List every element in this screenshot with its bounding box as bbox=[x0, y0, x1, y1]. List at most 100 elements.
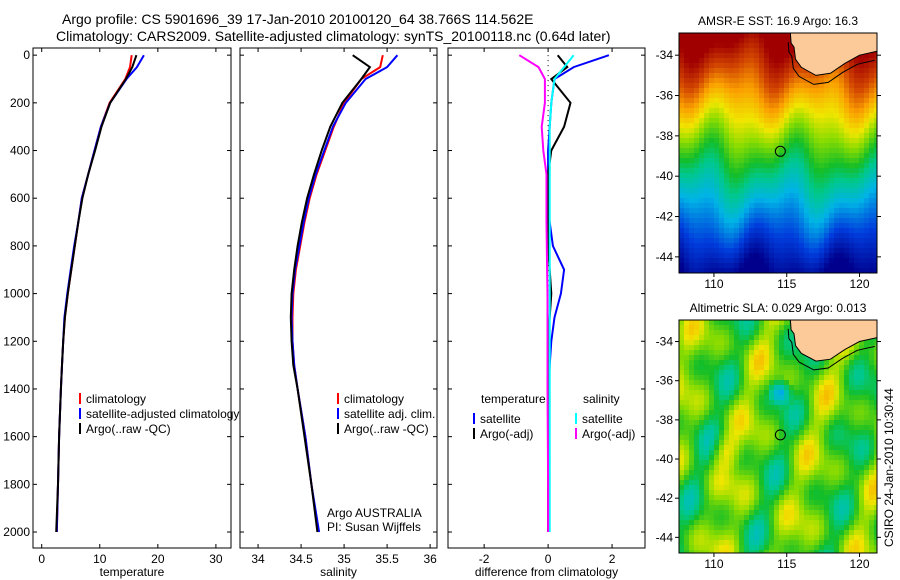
map-cell bbox=[814, 550, 819, 553]
map-cell bbox=[774, 58, 779, 63]
map-cell bbox=[784, 430, 789, 435]
map-cell bbox=[839, 133, 844, 138]
figure-title-line1: Argo profile: CS 5901696_39 17-Jan-2010 … bbox=[62, 11, 534, 27]
map-cell bbox=[774, 510, 779, 515]
map-cell bbox=[749, 158, 754, 163]
map-cell bbox=[724, 108, 729, 113]
map-cell bbox=[704, 370, 709, 375]
map-cell bbox=[774, 228, 779, 233]
map-cell bbox=[839, 243, 844, 248]
map-cell bbox=[724, 420, 729, 425]
map-cell bbox=[704, 510, 709, 515]
map-cell bbox=[784, 178, 789, 183]
map-cell bbox=[814, 480, 819, 485]
map-cell bbox=[764, 355, 769, 360]
map-cell bbox=[774, 213, 779, 218]
map-cell bbox=[729, 475, 734, 480]
map-cell bbox=[709, 505, 714, 510]
map-cell bbox=[684, 325, 689, 330]
map-cell bbox=[764, 38, 769, 43]
map-cell bbox=[729, 153, 734, 158]
map-cell bbox=[834, 153, 839, 158]
map-cell bbox=[754, 138, 759, 143]
map-cell bbox=[679, 43, 684, 48]
map-cell bbox=[744, 435, 749, 440]
y-tick-label: -44 bbox=[656, 530, 674, 544]
map-cell bbox=[814, 385, 819, 390]
map-cell bbox=[874, 158, 877, 163]
map-cell bbox=[749, 345, 754, 350]
map-cell bbox=[759, 198, 764, 203]
map-cell bbox=[834, 400, 839, 405]
map-cell bbox=[809, 530, 814, 535]
map-cell bbox=[699, 410, 704, 415]
map-cell bbox=[804, 193, 809, 198]
map-cell bbox=[759, 78, 764, 83]
map-cell bbox=[739, 325, 744, 330]
map-cell bbox=[804, 223, 809, 228]
map-cell bbox=[739, 530, 744, 535]
map-cell bbox=[864, 460, 869, 465]
map-cell bbox=[809, 410, 814, 415]
map-cell bbox=[739, 83, 744, 88]
map-cell bbox=[824, 193, 829, 198]
map-cell bbox=[824, 400, 829, 405]
map-cell bbox=[794, 515, 799, 520]
map-cell bbox=[774, 325, 779, 330]
map-cell bbox=[714, 48, 719, 53]
map-cell bbox=[774, 450, 779, 455]
map-cell bbox=[849, 515, 854, 520]
map-cell bbox=[774, 550, 779, 553]
map-cell bbox=[869, 420, 874, 425]
map-cell bbox=[694, 113, 699, 118]
map-cell bbox=[764, 213, 769, 218]
map-cell bbox=[824, 203, 829, 208]
map-cell bbox=[729, 390, 734, 395]
map-cell bbox=[769, 83, 774, 88]
map-cell bbox=[709, 268, 714, 273]
map-cell bbox=[829, 465, 834, 470]
map-cell bbox=[764, 400, 769, 405]
map-cell bbox=[749, 223, 754, 228]
map-cell bbox=[724, 330, 729, 335]
map-cell bbox=[729, 460, 734, 465]
map-cell bbox=[734, 375, 739, 380]
map-cell bbox=[829, 113, 834, 118]
map-cell bbox=[864, 355, 869, 360]
map-cell bbox=[764, 203, 769, 208]
map-cell bbox=[769, 395, 774, 400]
map-cell bbox=[769, 93, 774, 98]
map-cell bbox=[774, 93, 779, 98]
map-cell bbox=[829, 430, 834, 435]
map-cell bbox=[869, 435, 874, 440]
map-cell bbox=[789, 335, 794, 340]
map-cell bbox=[759, 183, 764, 188]
map-cell bbox=[749, 390, 754, 395]
map-cell bbox=[859, 340, 864, 345]
map-cell bbox=[724, 515, 729, 520]
map-cell bbox=[704, 515, 709, 520]
map-cell bbox=[779, 375, 784, 380]
map-cell bbox=[774, 460, 779, 465]
map-cell bbox=[834, 128, 839, 133]
map-cell bbox=[684, 360, 689, 365]
map-cell bbox=[769, 490, 774, 495]
map-cell bbox=[719, 103, 724, 108]
map-cell bbox=[834, 430, 839, 435]
map-cell bbox=[714, 330, 719, 335]
map-cell bbox=[739, 410, 744, 415]
map-cell bbox=[779, 98, 784, 103]
map-cell bbox=[799, 258, 804, 263]
map-cell bbox=[764, 520, 769, 525]
map-cell bbox=[854, 113, 859, 118]
map-cell bbox=[804, 83, 809, 88]
map-cell bbox=[679, 68, 684, 73]
map-cell bbox=[689, 415, 694, 420]
map-cell bbox=[724, 78, 729, 83]
map-cell bbox=[849, 178, 854, 183]
map-cell bbox=[869, 83, 874, 88]
map-cell bbox=[704, 88, 709, 93]
map-cell bbox=[859, 360, 864, 365]
map-cell bbox=[724, 153, 729, 158]
map-cell bbox=[694, 78, 699, 83]
